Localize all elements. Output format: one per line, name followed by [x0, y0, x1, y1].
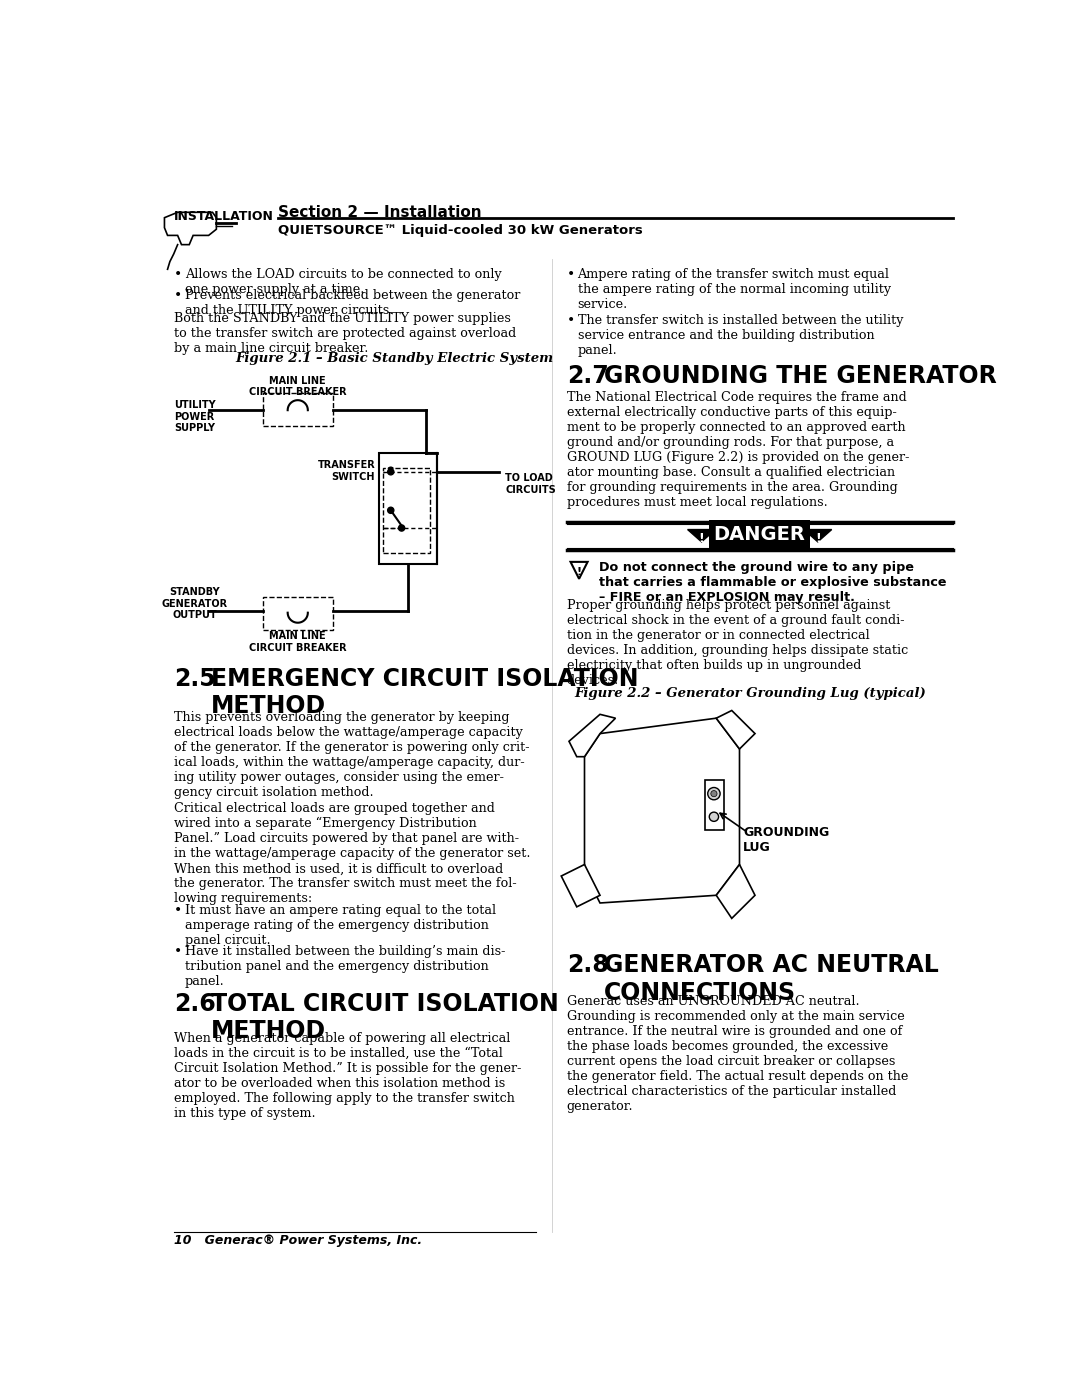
Circle shape	[388, 496, 394, 502]
Text: MAIN LINE
CIRCUIT BREAKER: MAIN LINE CIRCUIT BREAKER	[248, 631, 347, 652]
Text: The National Electrical Code requires the frame and
external electrically conduc: The National Electrical Code requires th…	[567, 391, 909, 509]
Text: INSTALLATION: INSTALLATION	[174, 210, 273, 224]
Text: Have it installed between the building’s main dis-
tribution panel and the emerg: Have it installed between the building’s…	[185, 946, 505, 988]
Text: !: !	[699, 532, 704, 545]
Text: Figure 2.1 – Basic Standby Electric System: Figure 2.1 – Basic Standby Electric Syst…	[235, 352, 554, 366]
Text: !: !	[815, 532, 821, 545]
Polygon shape	[584, 718, 740, 902]
Text: GROUNDING THE GENERATOR: GROUNDING THE GENERATOR	[604, 365, 997, 388]
Text: Critical electrical loads are grouped together and
wired into a separate “Emerge: Critical electrical loads are grouped to…	[174, 802, 530, 905]
Polygon shape	[716, 711, 755, 749]
Circle shape	[399, 525, 405, 531]
Text: When a generator capable of powering all electrical
loads in the circuit is to b: When a generator capable of powering all…	[174, 1031, 522, 1119]
Text: •: •	[567, 268, 575, 282]
Text: 2.5: 2.5	[174, 666, 216, 690]
Circle shape	[711, 791, 717, 796]
Bar	[383, 468, 430, 553]
Text: MAIN LINE
CIRCUIT BREAKER: MAIN LINE CIRCUIT BREAKER	[248, 376, 347, 397]
Polygon shape	[562, 865, 600, 907]
Text: TRANSFER
SWITCH: TRANSFER SWITCH	[318, 460, 375, 482]
Text: GROUNDING
LUG: GROUNDING LUG	[743, 826, 829, 854]
Text: •: •	[174, 946, 183, 960]
Polygon shape	[716, 865, 755, 918]
Text: TOTAL CIRCUIT ISOLATION
METHOD: TOTAL CIRCUIT ISOLATION METHOD	[211, 992, 558, 1044]
Bar	[379, 453, 437, 564]
Text: QUIETSOURCE™ Liquid-cooled 30 kW Generators: QUIETSOURCE™ Liquid-cooled 30 kW Generat…	[279, 224, 643, 237]
Text: GENERATOR AC NEUTRAL
CONNECTIONS: GENERATOR AC NEUTRAL CONNECTIONS	[604, 953, 939, 1004]
Polygon shape	[569, 714, 616, 757]
Text: Generac uses an UNGROUNDED AC neutral.
Grounding is recommended only at the main: Generac uses an UNGROUNDED AC neutral. G…	[567, 995, 908, 1112]
Text: 2.6: 2.6	[174, 992, 216, 1016]
Text: Proper grounding helps protect personnel against
electrical shock in the event o: Proper grounding helps protect personnel…	[567, 599, 908, 687]
Polygon shape	[688, 529, 715, 542]
Polygon shape	[704, 780, 724, 830]
Text: Ampere rating of the transfer switch must equal
the ampere rating of the normal : Ampere rating of the transfer switch mus…	[578, 268, 891, 310]
Text: This prevents overloading the generator by keeping
electrical loads below the wa: This prevents overloading the generator …	[174, 711, 529, 799]
Text: !: !	[577, 567, 582, 577]
Bar	[262, 393, 333, 426]
Text: Both the STANDBY and the UTILITY power supplies
to the transfer switch are prote: Both the STANDBY and the UTILITY power s…	[174, 313, 516, 355]
Circle shape	[388, 467, 394, 474]
Text: EMERGENCY CIRCUIT ISOLATION
METHOD: EMERGENCY CIRCUIT ISOLATION METHOD	[211, 666, 638, 718]
Bar	[262, 598, 333, 630]
Text: It must have an ampere rating equal to the total
amperage rating of the emergenc: It must have an ampere rating equal to t…	[185, 904, 496, 947]
Polygon shape	[804, 529, 832, 542]
Text: The transfer switch is installed between the utility
service entrance and the bu: The transfer switch is installed between…	[578, 314, 903, 358]
Text: 2.7: 2.7	[567, 365, 608, 388]
Circle shape	[710, 812, 718, 821]
Circle shape	[388, 507, 394, 513]
Text: DANGER: DANGER	[714, 525, 806, 543]
Text: 10   Generac® Power Systems, Inc.: 10 Generac® Power Systems, Inc.	[174, 1234, 422, 1248]
Text: Prevents electrical backfeed between the generator
and the UTILITY power circuit: Prevents electrical backfeed between the…	[185, 289, 519, 317]
Text: UTILITY
POWER
SUPPLY: UTILITY POWER SUPPLY	[174, 400, 216, 433]
Circle shape	[707, 788, 720, 800]
Text: STANDBY
GENERATOR
OUTPUT: STANDBY GENERATOR OUTPUT	[162, 587, 228, 620]
Text: •: •	[174, 268, 183, 282]
Text: •: •	[567, 314, 575, 328]
Circle shape	[388, 469, 394, 475]
Text: Do not connect the ground wire to any pipe
that carries a flammable or explosive: Do not connect the ground wire to any pi…	[599, 562, 947, 604]
Text: Section 2 — Installation: Section 2 — Installation	[279, 204, 482, 219]
Text: TO LOAD
CIRCUITS: TO LOAD CIRCUITS	[505, 474, 556, 495]
Text: Figure 2.2 – Generator Grounding Lug (typical): Figure 2.2 – Generator Grounding Lug (ty…	[575, 687, 927, 700]
Text: •: •	[174, 904, 183, 918]
Text: •: •	[174, 289, 183, 303]
Text: 2.8: 2.8	[567, 953, 608, 977]
Text: Allows the LOAD circuits to be connected to only
one power supply at a time.: Allows the LOAD circuits to be connected…	[185, 268, 501, 296]
